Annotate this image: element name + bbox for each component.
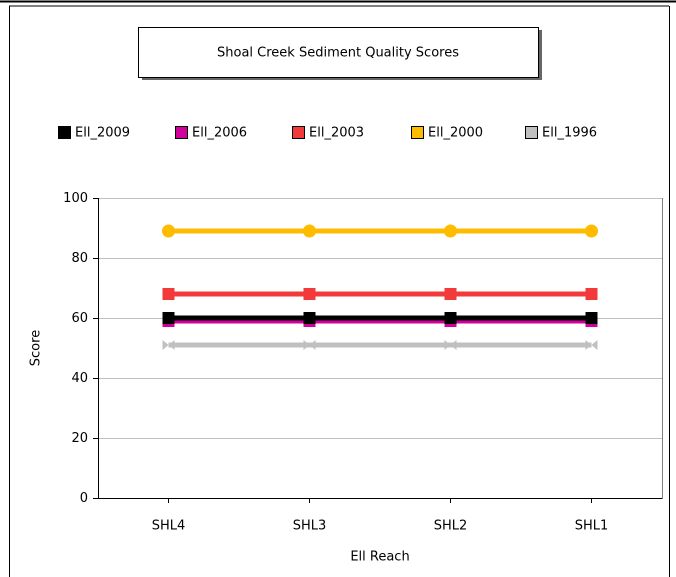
legend-label: Ell_2006	[192, 126, 247, 141]
legend-swatch	[58, 126, 71, 139]
y-tick-label: 80	[71, 251, 88, 266]
y-tick-label: 40	[71, 371, 88, 386]
legend-swatch	[411, 126, 424, 139]
point	[162, 224, 175, 238]
title-box	[138, 27, 539, 78]
point	[162, 288, 175, 300]
x-tick-label: SHL1	[575, 519, 609, 534]
plot-area	[98, 198, 663, 499]
point	[303, 340, 316, 350]
legend-swatch	[525, 126, 538, 139]
y-axis-label: Score	[29, 330, 44, 366]
point	[162, 340, 175, 350]
point	[444, 224, 457, 238]
x-tick-label: SHL4	[152, 519, 186, 534]
legend-label: Ell_1996	[542, 126, 597, 141]
point	[444, 340, 457, 350]
y-tick-label: 20	[71, 431, 88, 446]
point	[303, 224, 316, 238]
legend-swatch	[292, 126, 305, 139]
y-tick-label: 60	[71, 311, 88, 326]
point	[585, 312, 598, 324]
x-axis-label: Ell Reach	[350, 550, 409, 565]
point	[585, 288, 598, 300]
legend-label: Ell_2000	[428, 126, 483, 141]
y-tick-label: 100	[63, 191, 88, 206]
point	[444, 312, 457, 324]
point	[162, 312, 175, 324]
point	[585, 340, 598, 350]
y-tick-label: 0	[80, 491, 88, 506]
legend-swatch	[175, 126, 188, 139]
legend-label: Ell_2003	[309, 126, 364, 141]
chart-title: Shoal Creek Sediment Quality Scores	[217, 46, 459, 61]
point	[585, 224, 598, 238]
x-tick-label: SHL3	[293, 519, 327, 534]
legend-label: Ell_2009	[75, 126, 130, 141]
point	[303, 312, 316, 324]
point	[303, 288, 316, 300]
point	[444, 288, 457, 300]
x-tick-label: SHL2	[434, 519, 468, 534]
